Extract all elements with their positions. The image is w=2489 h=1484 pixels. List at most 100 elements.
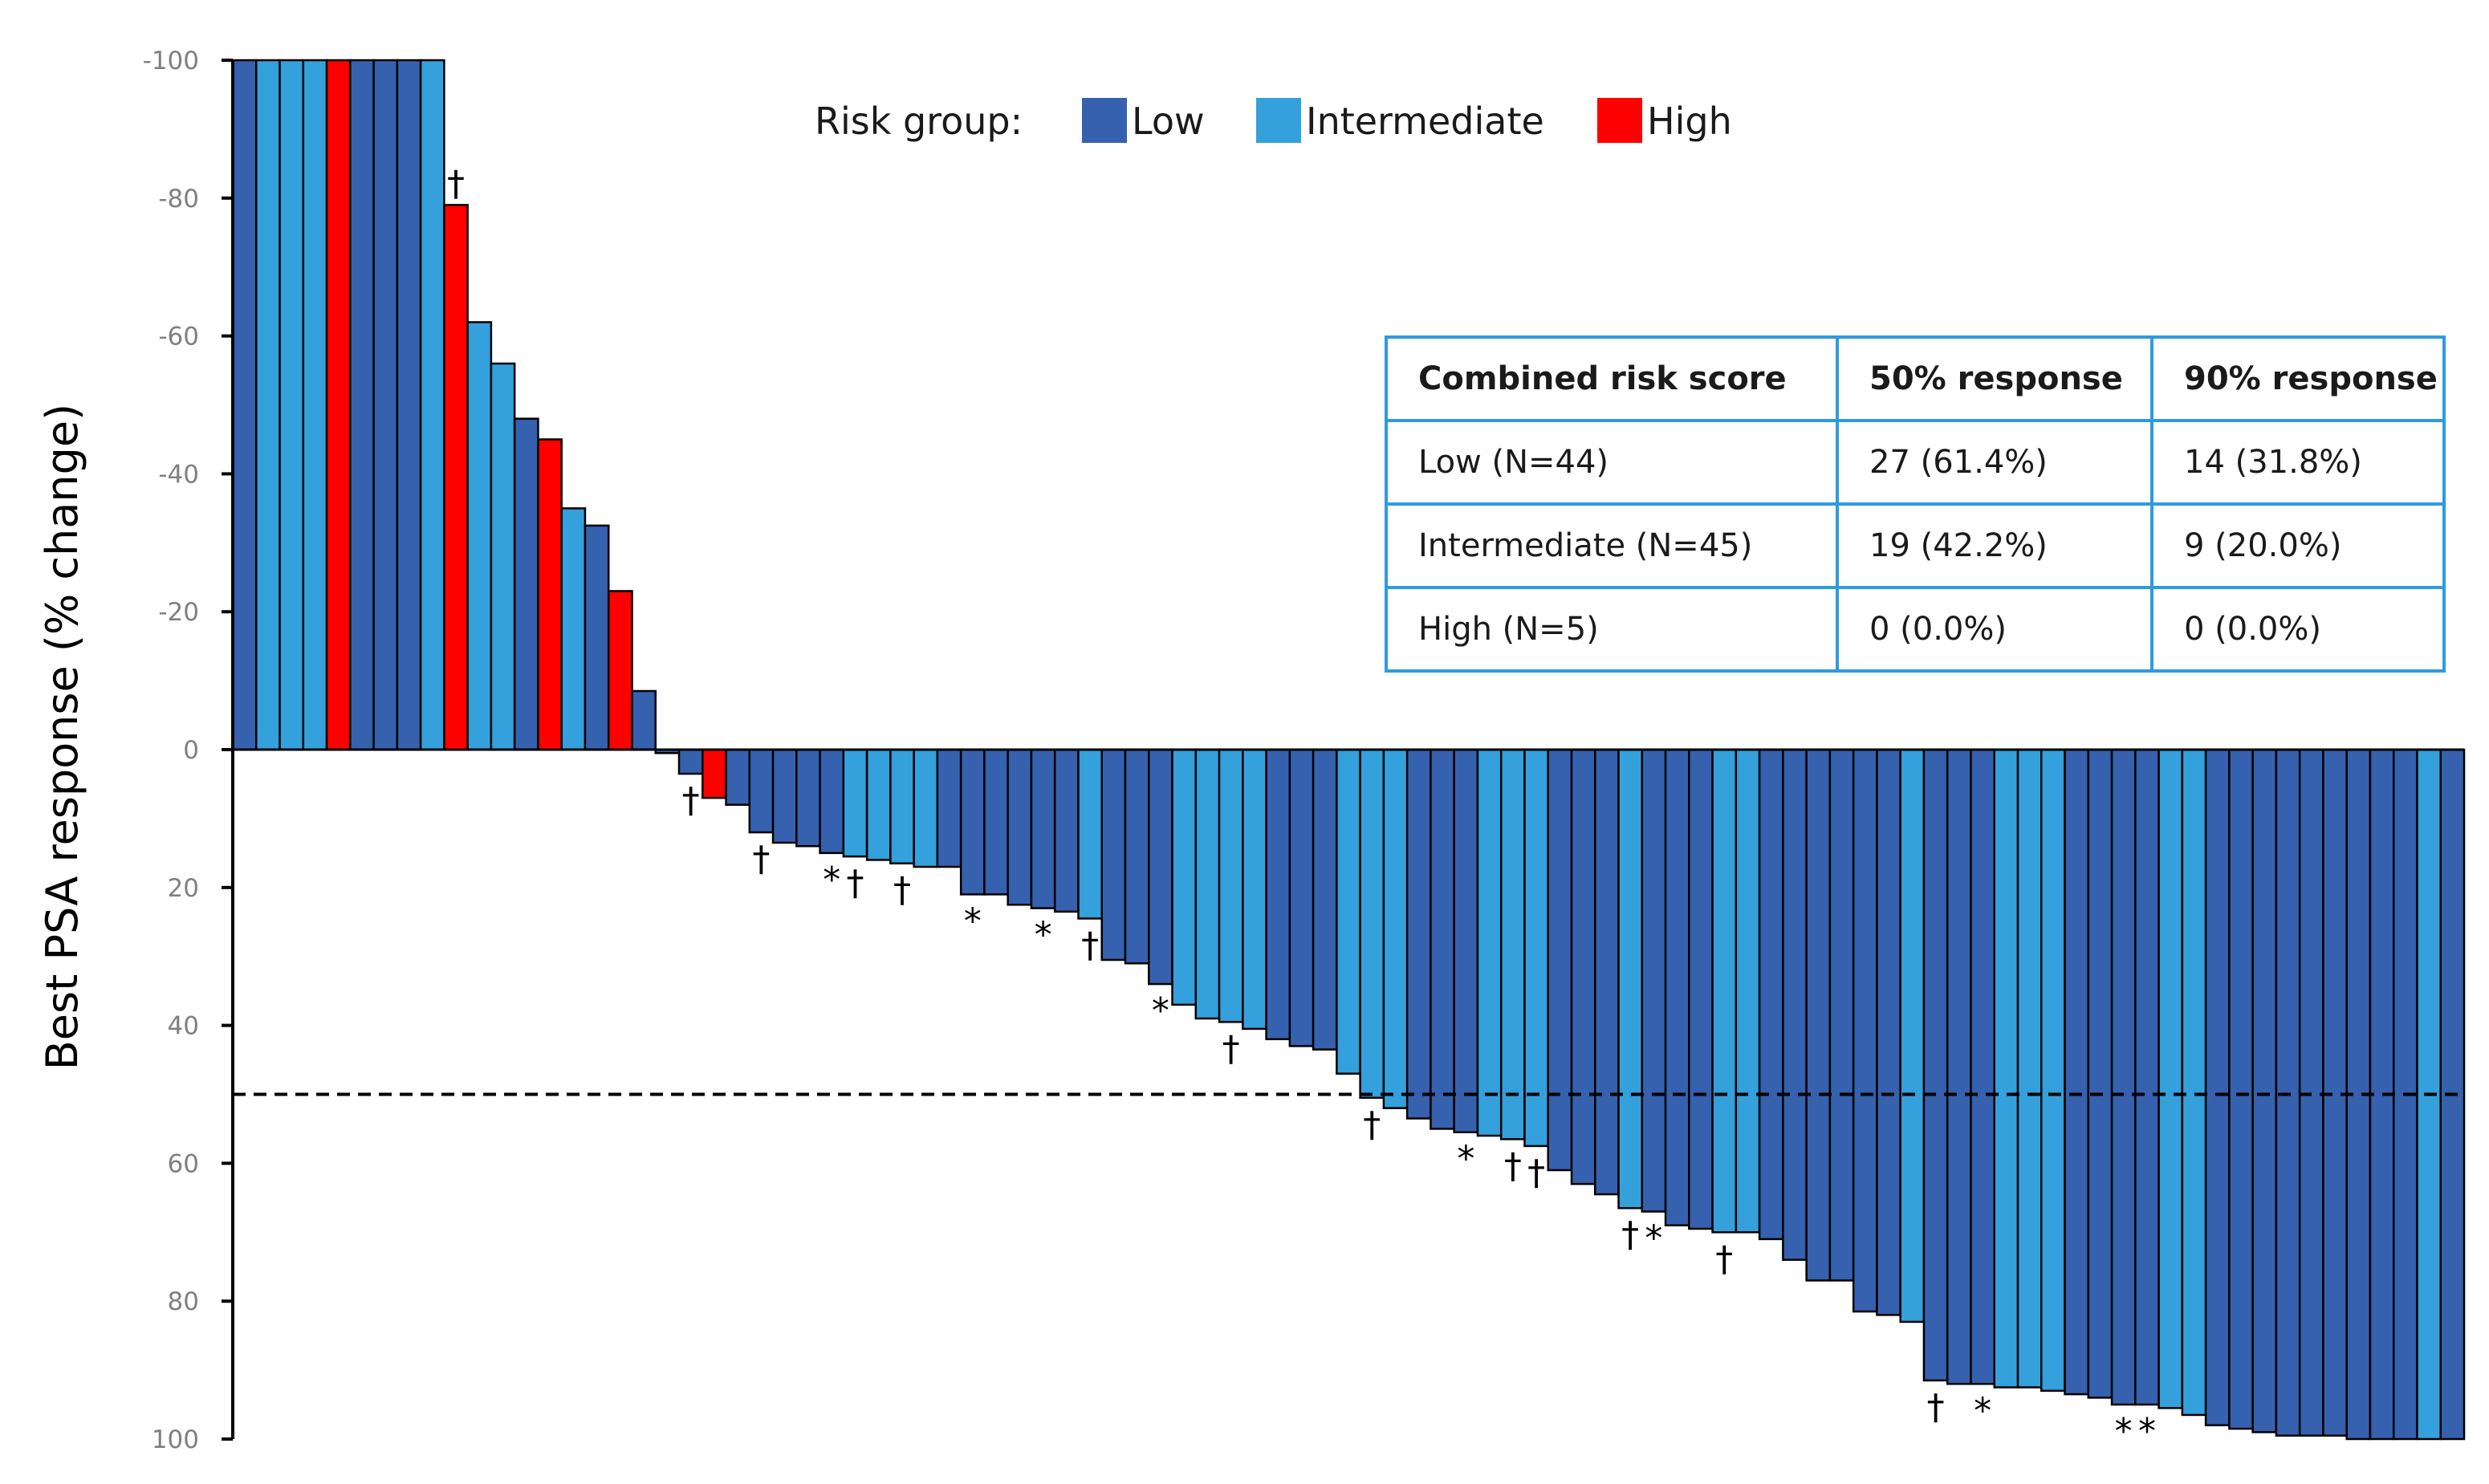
y-tick-label: 40 bbox=[168, 1012, 199, 1041]
bar-7 bbox=[372, 59, 399, 751]
legend-swatch-high bbox=[1597, 98, 1642, 143]
bar-47 bbox=[1312, 748, 1338, 1051]
bar-marker: * bbox=[823, 860, 840, 901]
bar-37 bbox=[1077, 748, 1103, 920]
y-tick-label: -20 bbox=[158, 598, 199, 627]
bar-marker: † bbox=[1527, 1153, 1545, 1193]
table-row: Low (N=44) 27 (61.4%) 14 (31.8%) bbox=[1385, 419, 2446, 506]
bar-22 bbox=[725, 748, 751, 806]
bar-14 bbox=[537, 438, 563, 751]
bar-17 bbox=[607, 590, 633, 751]
bar-16 bbox=[584, 524, 610, 751]
table-row: Intermediate (N=45) 19 (42.2%) 9 (20.0%) bbox=[1385, 502, 2446, 589]
bar-3 bbox=[279, 59, 305, 751]
bar-62 bbox=[1664, 748, 1690, 1226]
bar-13 bbox=[513, 417, 539, 751]
bar-marker: † bbox=[1222, 1028, 1240, 1069]
bar-marker: † bbox=[1363, 1104, 1381, 1145]
bar-marker: * bbox=[1035, 915, 1052, 956]
bar-84 bbox=[2181, 748, 2207, 1417]
bar-marker: † bbox=[1715, 1238, 1733, 1279]
y-tick-label: 60 bbox=[168, 1149, 199, 1178]
bar-marker: * bbox=[1152, 990, 1169, 1031]
bar-51 bbox=[1405, 748, 1432, 1120]
bar-marker: * bbox=[1645, 1218, 1662, 1259]
legend-title: Risk group: bbox=[815, 100, 1023, 143]
bar-53 bbox=[1453, 748, 1479, 1133]
legend-label-low: Low bbox=[1132, 100, 1205, 143]
y-axis: -100 -80 -60 -40 -20 0 20 40 60 80 100 bbox=[143, 47, 2464, 1454]
bar-29 bbox=[889, 748, 915, 864]
response-summary-table: Combined risk score 50% response 90% res… bbox=[1385, 335, 2446, 673]
table-cell: 9 (20.0%) bbox=[2150, 502, 2446, 589]
bar-75 bbox=[1970, 748, 1995, 1385]
bar-27 bbox=[842, 748, 868, 858]
bar-73 bbox=[1922, 748, 1949, 1382]
bar-81 bbox=[2110, 748, 2137, 1406]
table-header-90: 90% response bbox=[2150, 335, 2446, 422]
bar-77 bbox=[2016, 748, 2043, 1388]
bar-90 bbox=[2322, 748, 2348, 1437]
bar-28 bbox=[865, 748, 892, 861]
table-cell: High (N=5) bbox=[1385, 586, 1839, 673]
table-header-risk: Combined risk score bbox=[1385, 335, 1839, 422]
bar-42 bbox=[1194, 748, 1221, 1020]
bar-4 bbox=[302, 59, 328, 751]
bar-86 bbox=[2228, 748, 2254, 1430]
bar-32 bbox=[959, 748, 986, 896]
bar-76 bbox=[1993, 748, 2019, 1388]
bar-50 bbox=[1382, 748, 1409, 1109]
bar-56 bbox=[1523, 748, 1549, 1148]
bar-80 bbox=[2087, 748, 2113, 1399]
y-tick-label: 80 bbox=[168, 1287, 199, 1316]
bar-6 bbox=[349, 59, 375, 751]
bar-82 bbox=[2134, 748, 2160, 1406]
bar-26 bbox=[819, 748, 845, 855]
table-cell: 0 (0.0%) bbox=[1836, 586, 2153, 673]
bar-68 bbox=[1805, 748, 1832, 1282]
bar-marker: † bbox=[1927, 1387, 1945, 1428]
bar-72 bbox=[1899, 748, 1926, 1323]
legend-swatch-intermediate bbox=[1256, 98, 1301, 143]
bar-23 bbox=[748, 748, 775, 834]
bar-33 bbox=[983, 748, 1009, 896]
bar-10 bbox=[443, 204, 469, 751]
legend-label-high: High bbox=[1647, 100, 1732, 143]
table-cell: Low (N=44) bbox=[1385, 419, 1839, 506]
bar-46 bbox=[1288, 748, 1315, 1047]
bar-79 bbox=[2064, 748, 2090, 1396]
bar-36 bbox=[1053, 748, 1080, 913]
bar-21 bbox=[702, 748, 727, 799]
bar-marker: * bbox=[1974, 1390, 1991, 1431]
bar-59 bbox=[1594, 748, 1620, 1196]
bar-54 bbox=[1476, 748, 1503, 1137]
bar-55 bbox=[1499, 748, 1526, 1140]
bar-2 bbox=[255, 59, 281, 751]
bar-89 bbox=[2298, 748, 2324, 1437]
bar-66 bbox=[1758, 748, 1784, 1241]
table-cell: 19 (42.2%) bbox=[1836, 502, 2153, 589]
bar-41 bbox=[1171, 748, 1198, 1006]
bars-layer bbox=[231, 59, 2466, 1441]
bar-marker: † bbox=[1504, 1145, 1522, 1186]
bar-marker: * bbox=[964, 901, 982, 941]
legend: Risk group: Low Intermediate High bbox=[815, 98, 1732, 143]
bar-57 bbox=[1547, 748, 1573, 1172]
bar-11 bbox=[466, 321, 493, 751]
bar-1 bbox=[231, 59, 258, 751]
bar-12 bbox=[490, 362, 516, 751]
bar-52 bbox=[1430, 748, 1455, 1130]
table-cell: Intermediate (N=45) bbox=[1385, 502, 1839, 589]
bar-71 bbox=[1876, 748, 1901, 1316]
bar-marker: * bbox=[1457, 1139, 1474, 1180]
table-cell: 0 (0.0%) bbox=[2150, 586, 2446, 673]
bar-85 bbox=[2204, 748, 2231, 1427]
bar-marker: † bbox=[846, 863, 864, 904]
bar-60 bbox=[1617, 748, 1644, 1210]
bar-5 bbox=[325, 59, 352, 751]
bar-40 bbox=[1148, 748, 1173, 986]
legend-label-intermediate: Intermediate bbox=[1306, 100, 1544, 143]
bar-70 bbox=[1852, 748, 1878, 1313]
bar-63 bbox=[1688, 748, 1714, 1230]
